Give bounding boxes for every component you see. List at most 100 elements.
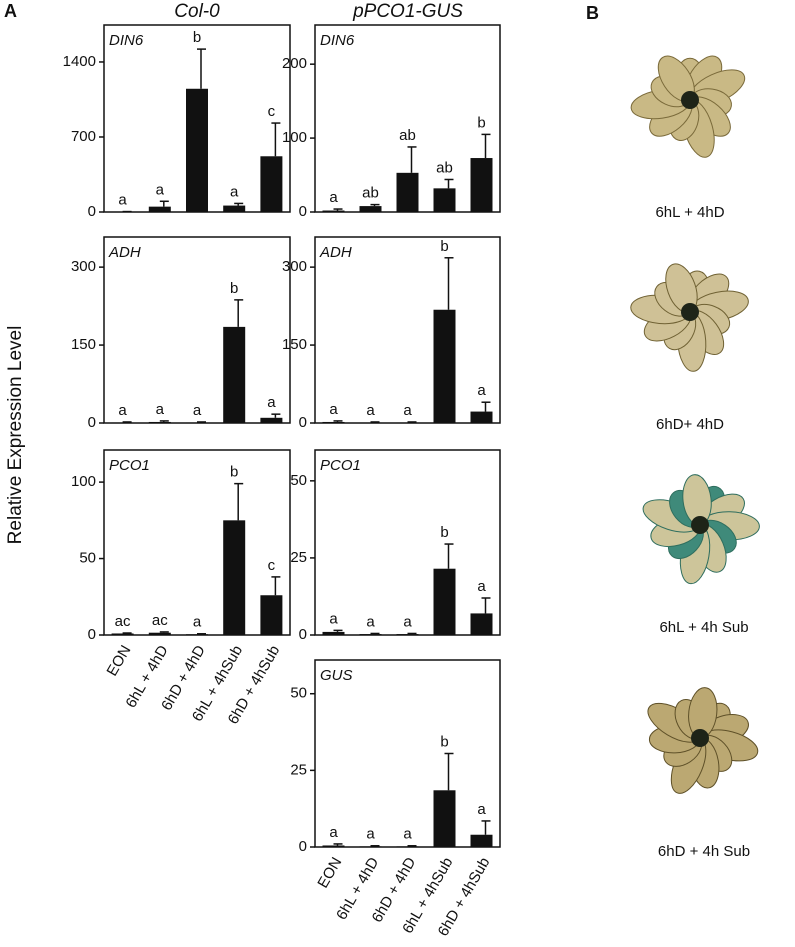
y-tick-label: 50 (290, 472, 307, 489)
bar (470, 158, 493, 212)
significance-letter: ab (362, 185, 379, 202)
y-tick-label: 200 (282, 55, 307, 72)
bar (396, 634, 419, 635)
significance-letter: a (477, 578, 486, 595)
bar (322, 421, 345, 423)
bar (470, 834, 493, 847)
bar (223, 326, 246, 423)
significance-letter: b (230, 464, 238, 481)
y-tick-label: 25 (290, 549, 307, 566)
plot-frame (314, 449, 501, 636)
significance-letter: a (329, 824, 338, 841)
bar (359, 634, 382, 635)
significance-letter: a (403, 613, 412, 630)
significance-letter: b (230, 280, 238, 297)
significance-letter: a (156, 181, 165, 198)
chart-title: DIN6 (320, 32, 355, 49)
plot-frame (314, 236, 501, 424)
bar (433, 309, 456, 423)
bar (260, 417, 283, 423)
bar (148, 206, 171, 212)
bar (186, 634, 208, 635)
significance-letter: c (268, 103, 276, 120)
significance-letter: b (193, 29, 201, 46)
y-tick-label: 0 (299, 414, 307, 431)
y-tick-label: 700 (71, 128, 96, 145)
bar (396, 172, 419, 212)
significance-letter: a (477, 382, 486, 399)
bar (396, 422, 419, 423)
bar (186, 88, 208, 212)
y-tick-label: 25 (290, 761, 307, 778)
significance-letter: a (267, 394, 276, 411)
significance-letter: c (268, 557, 276, 574)
significance-letter: b (440, 524, 448, 541)
significance-letter: a (477, 801, 486, 818)
photo-caption: 6hD+ 4hD (656, 416, 724, 433)
photo-caption: 6hL + 4hD (655, 204, 724, 221)
plot-frame (103, 236, 291, 424)
column-title: Col-0 (174, 1, 220, 22)
rosette-center (691, 516, 709, 534)
significance-letter: a (118, 402, 127, 419)
chart-title: GUS (320, 667, 353, 684)
bar (186, 422, 208, 423)
bar (359, 846, 382, 847)
bar (470, 613, 493, 635)
significance-letter: a (193, 614, 202, 631)
bar (396, 846, 419, 847)
bar (433, 568, 456, 635)
column-title: pPCO1-GUS (352, 1, 463, 22)
chart-title: PCO1 (320, 457, 361, 474)
y-tick-label: 50 (290, 685, 307, 702)
bar (111, 633, 134, 635)
significance-letter: a (193, 402, 202, 419)
chart-title: ADH (108, 244, 141, 261)
y-tick-label: 150 (71, 336, 96, 353)
bar (359, 422, 382, 423)
significance-letter: b (440, 733, 448, 750)
significance-letter: b (440, 238, 448, 255)
significance-letter: a (329, 610, 338, 627)
significance-letter: ab (436, 159, 453, 176)
y-axis-label: Relative Expression Level (5, 326, 26, 545)
rosette-center (681, 91, 699, 109)
bar (322, 631, 345, 635)
bar (433, 790, 456, 847)
photo-caption: 6hL + 4h Sub (659, 619, 748, 636)
significance-letter: ac (152, 612, 168, 629)
significance-letter: a (403, 402, 412, 419)
bar (260, 156, 283, 212)
rosette-center (681, 303, 699, 321)
significance-letter: ab (399, 127, 416, 144)
significance-letter: a (366, 402, 375, 419)
bar (260, 595, 283, 635)
bar (433, 188, 456, 212)
rosette-center (691, 729, 709, 747)
bar (148, 632, 171, 635)
x-tick-label: EON (314, 854, 345, 891)
panel-label: A (4, 1, 17, 21)
significance-letter: a (230, 183, 239, 200)
y-tick-label: 0 (299, 203, 307, 220)
y-tick-label: 0 (88, 203, 96, 220)
panel-label: B (586, 3, 599, 23)
significance-letter: ac (115, 613, 131, 630)
bar (223, 205, 246, 212)
y-tick-label: 0 (88, 626, 96, 643)
photo-caption: 6hD + 4h Sub (658, 843, 750, 860)
y-tick-label: 50 (79, 550, 96, 567)
y-tick-label: 0 (299, 838, 307, 855)
y-tick-label: 300 (282, 258, 307, 275)
chart-title: ADH (319, 244, 352, 261)
significance-letter: a (156, 401, 165, 418)
chart-title: DIN6 (109, 32, 144, 49)
bar (223, 520, 246, 635)
plot-frame (314, 659, 501, 848)
chart-title: PCO1 (109, 457, 150, 474)
y-tick-label: 100 (71, 473, 96, 490)
bar (470, 411, 493, 423)
x-tick-label: EON (104, 642, 135, 679)
bar (111, 422, 134, 423)
significance-letter: a (118, 192, 127, 209)
